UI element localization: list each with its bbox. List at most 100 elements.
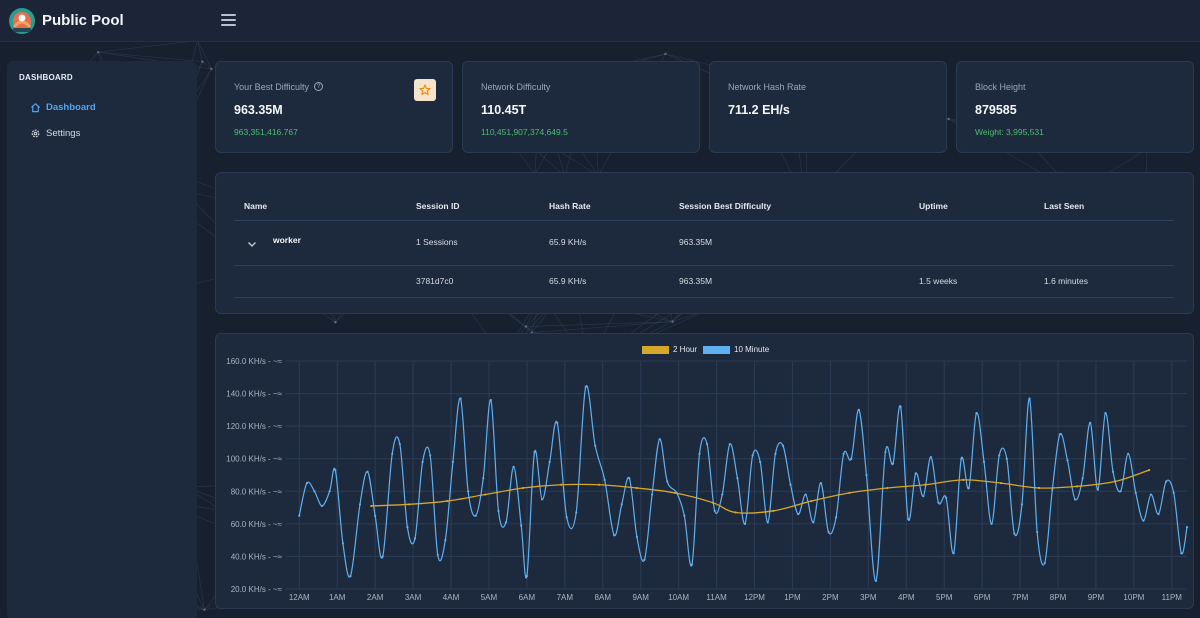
- data-point-10-minute[interactable]: [620, 503, 623, 506]
- data-point-10-minute[interactable]: [328, 490, 331, 493]
- data-point-10-minute[interactable]: [766, 521, 769, 524]
- data-point-10-minute[interactable]: [556, 421, 559, 424]
- data-point-10-minute[interactable]: [398, 442, 401, 446]
- data-point-10-minute[interactable]: [466, 490, 470, 493]
- data-point-10-minute[interactable]: [421, 460, 424, 464]
- column-header[interactable]: Session ID: [416, 201, 460, 211]
- data-point-2-hour[interactable]: [408, 503, 411, 506]
- data-point-2-hour[interactable]: [886, 486, 889, 490]
- data-point-10-minute[interactable]: [781, 444, 785, 447]
- data-point-2-hour[interactable]: [772, 509, 775, 512]
- data-point-10-minute[interactable]: [683, 514, 686, 517]
- data-point-10-minute[interactable]: [998, 454, 1001, 457]
- data-point-2-hour[interactable]: [522, 486, 525, 490]
- data-point-10-minute[interactable]: [451, 460, 455, 464]
- star-button[interactable]: [414, 79, 436, 101]
- data-point-10-minute[interactable]: [1149, 493, 1153, 496]
- data-point-10-minute[interactable]: [884, 451, 887, 454]
- column-header[interactable]: Last Seen: [1044, 201, 1085, 211]
- data-point-10-minute[interactable]: [690, 563, 694, 566]
- data-point-10-minute[interactable]: [728, 442, 731, 446]
- data-point-2-hour[interactable]: [711, 501, 714, 504]
- data-point-10-minute[interactable]: [1157, 512, 1160, 516]
- data-point-10-minute[interactable]: [320, 504, 324, 508]
- data-point-2-hour[interactable]: [370, 504, 373, 508]
- data-point-10-minute[interactable]: [812, 521, 815, 524]
- data-point-10-minute[interactable]: [759, 460, 762, 464]
- data-point-10-minute[interactable]: [1066, 459, 1069, 462]
- help-icon[interactable]: ?: [314, 82, 324, 91]
- data-point-2-hour[interactable]: [1113, 480, 1117, 483]
- data-point-10-minute[interactable]: [1036, 530, 1039, 534]
- data-point-10-minute[interactable]: [489, 398, 492, 402]
- data-point-10-minute[interactable]: [349, 574, 352, 578]
- data-point-2-hour[interactable]: [673, 491, 676, 495]
- data-point-10-minute[interactable]: [444, 539, 447, 542]
- data-point-10-minute[interactable]: [540, 498, 544, 501]
- data-point-10-minute[interactable]: [857, 408, 860, 411]
- data-point-10-minute[interactable]: [313, 490, 316, 493]
- data-point-2-hour[interactable]: [962, 478, 965, 481]
- data-point-10-minute[interactable]: [789, 483, 792, 486]
- data-point-10-minute[interactable]: [907, 517, 910, 521]
- data-point-10-minute[interactable]: [436, 553, 439, 556]
- data-point-10-minute[interactable]: [982, 460, 986, 464]
- data-point-10-minute[interactable]: [391, 452, 394, 455]
- data-point-10-minute[interactable]: [1104, 412, 1107, 415]
- data-point-10-minute[interactable]: [1119, 490, 1122, 493]
- data-point-10-minute[interactable]: [804, 493, 807, 496]
- data-point-10-minute[interactable]: [358, 503, 362, 506]
- data-point-2-hour[interactable]: [446, 499, 449, 503]
- data-point-10-minute[interactable]: [1165, 480, 1168, 483]
- data-point-10-minute[interactable]: [497, 509, 500, 512]
- data-point-10-minute[interactable]: [594, 444, 597, 447]
- data-point-10-minute[interactable]: [413, 537, 417, 540]
- data-point-10-minute[interactable]: [429, 454, 432, 457]
- data-point-10-minute[interactable]: [366, 470, 369, 473]
- data-point-10-minute[interactable]: [603, 478, 606, 481]
- data-point-2-hour[interactable]: [848, 491, 851, 495]
- data-point-10-minute[interactable]: [381, 555, 384, 558]
- data-point-10-minute[interactable]: [1005, 457, 1008, 460]
- data-point-10-minute[interactable]: [922, 495, 925, 498]
- data-point-10-minute[interactable]: [952, 552, 955, 555]
- data-point-10-minute[interactable]: [1134, 491, 1137, 495]
- data-point-10-minute[interactable]: [1127, 452, 1130, 455]
- data-point-10-minute[interactable]: [874, 579, 878, 582]
- data-point-10-minute[interactable]: [298, 514, 301, 517]
- data-point-10-minute[interactable]: [374, 514, 377, 517]
- data-point-2-hour[interactable]: [559, 483, 563, 486]
- data-point-10-minute[interactable]: [1180, 552, 1183, 555]
- data-point-10-minute[interactable]: [834, 516, 838, 519]
- data-point-10-minute[interactable]: [1185, 526, 1189, 529]
- sidebar-item-dashboard[interactable]: Dashboard: [19, 94, 197, 120]
- data-point-10-minute[interactable]: [1096, 488, 1099, 491]
- column-header[interactable]: Hash Rate: [549, 201, 591, 211]
- data-point-10-minute[interactable]: [474, 514, 477, 517]
- data-point-10-minute[interactable]: [548, 460, 551, 464]
- data-point-10-minute[interactable]: [584, 385, 587, 389]
- data-point-10-minute[interactable]: [990, 522, 993, 525]
- data-point-10-minute[interactable]: [1073, 498, 1077, 501]
- data-point-10-minute[interactable]: [341, 542, 345, 545]
- data-point-2-hour[interactable]: [635, 486, 639, 490]
- data-point-2-hour[interactable]: [810, 499, 813, 503]
- hamburger-menu-icon[interactable]: [221, 14, 236, 26]
- data-point-2-hour[interactable]: [924, 483, 927, 486]
- data-point-10-minute[interactable]: [504, 521, 508, 524]
- data-point-2-hour[interactable]: [734, 511, 737, 514]
- data-point-10-minute[interactable]: [406, 526, 409, 529]
- data-point-10-minute[interactable]: [751, 454, 754, 457]
- data-point-10-minute[interactable]: [650, 493, 654, 496]
- table-row[interactable]: worker 1 Sessions 65.9 KH/s 963.35M: [234, 221, 1174, 266]
- data-point-10-minute[interactable]: [1089, 421, 1092, 424]
- data-point-10-minute[interactable]: [937, 501, 940, 504]
- data-point-10-minute[interactable]: [658, 438, 661, 441]
- data-point-2-hour[interactable]: [1037, 486, 1041, 490]
- data-point-2-hour[interactable]: [597, 483, 601, 486]
- data-point-10-minute[interactable]: [533, 451, 536, 454]
- data-point-2-hour[interactable]: [1147, 469, 1151, 472]
- data-point-10-minute[interactable]: [967, 486, 970, 490]
- data-point-10-minute[interactable]: [842, 452, 845, 455]
- data-point-2-hour[interactable]: [1075, 485, 1079, 488]
